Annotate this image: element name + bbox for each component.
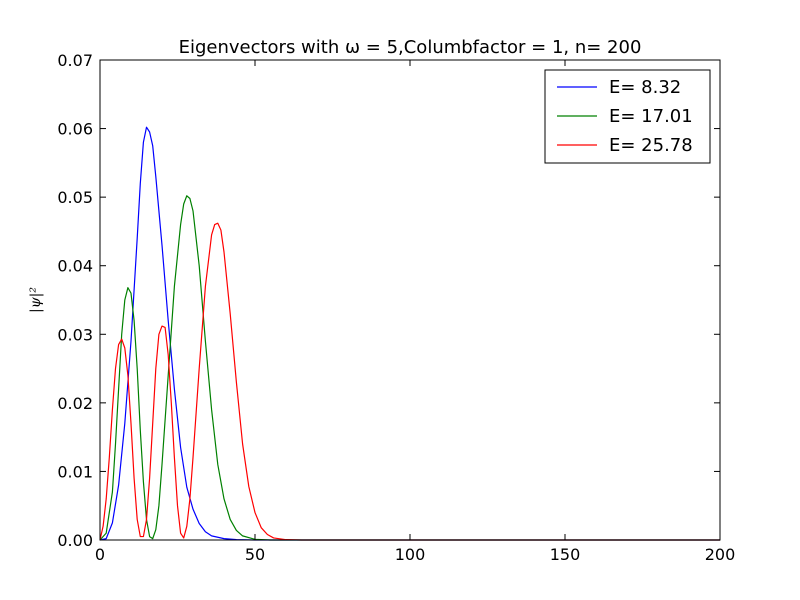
x-tick-label: 50 [245,545,265,564]
x-tick-label: 150 [550,545,581,564]
chart-title: Eigenvectors with ω = 5,Columbfactor = 1… [179,37,642,58]
y-tick-label: 0.00 [57,531,93,550]
y-tick-label: 0.05 [57,188,93,207]
y-axis-label: |ψ|² [28,287,44,313]
legend-label-3: E= 25.78 [609,135,693,156]
y-tick-label: 0.02 [57,394,93,413]
y-tick-label: 0.06 [57,120,93,139]
series-line-1 [99,126,720,541]
legend: E= 8.32 E= 17.01 E= 25.78 [544,69,711,164]
series-line-2 [99,195,720,541]
y-tick-label: 0.07 [57,51,93,70]
x-tick-label: 0 [95,545,105,564]
y-axis: 0.00 0.01 0.02 0.03 0.04 0.05 0.06 0.07 [57,51,720,550]
x-tick-label: 200 [705,545,736,564]
y-tick-label: 0.03 [57,325,93,344]
series-line-3 [99,222,720,541]
legend-label-1: E= 8.32 [609,77,681,98]
x-axis: 0 50 100 150 200 [95,60,735,564]
x-tick-label: 100 [395,545,426,564]
y-tick-label: 0.01 [57,462,93,481]
legend-label-2: E= 17.01 [609,106,693,127]
y-tick-label: 0.04 [57,257,93,276]
series-layer [99,126,720,541]
